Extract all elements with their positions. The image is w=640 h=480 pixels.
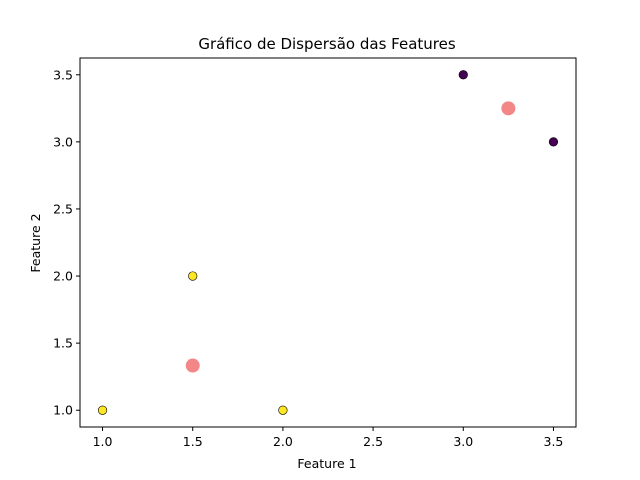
x-axis: 1.0 1.5 2.0 2.5 3.0 3.5 (93, 427, 564, 449)
plot-frame (79, 57, 577, 428)
x-tick-label: 2.0 (273, 434, 293, 449)
y-tick-label: 2.0 (53, 269, 73, 284)
y-tick-label: 3.0 (53, 134, 73, 149)
data-point (97, 405, 108, 415)
x-tick-label: 1.0 (93, 434, 113, 449)
plot-area (97, 70, 559, 415)
x-tick-label: 3.0 (453, 434, 473, 449)
data-point (278, 405, 288, 415)
y-tick-label: 1.0 (53, 403, 73, 418)
data-point (188, 271, 198, 281)
chart-title: Gráfico de Dispersão das Features (198, 35, 456, 53)
x-tick-label: 2.5 (363, 434, 383, 449)
centroid-point (185, 358, 200, 373)
y-axis-label: Feature 2 (28, 213, 43, 272)
y-tick-label: 2.5 (53, 201, 73, 216)
x-tick-label: 3.5 (544, 434, 564, 449)
y-tick-label: 3.5 (53, 67, 73, 82)
data-point (548, 137, 559, 147)
data-point (458, 70, 468, 80)
centroid-point (501, 101, 516, 116)
y-tick-label: 1.5 (53, 336, 73, 351)
x-tick-label: 1.5 (183, 434, 203, 449)
y-axis: 1.0 1.5 2.0 2.5 3.0 3.5 (53, 67, 80, 418)
x-axis-label: Feature 1 (297, 456, 356, 471)
